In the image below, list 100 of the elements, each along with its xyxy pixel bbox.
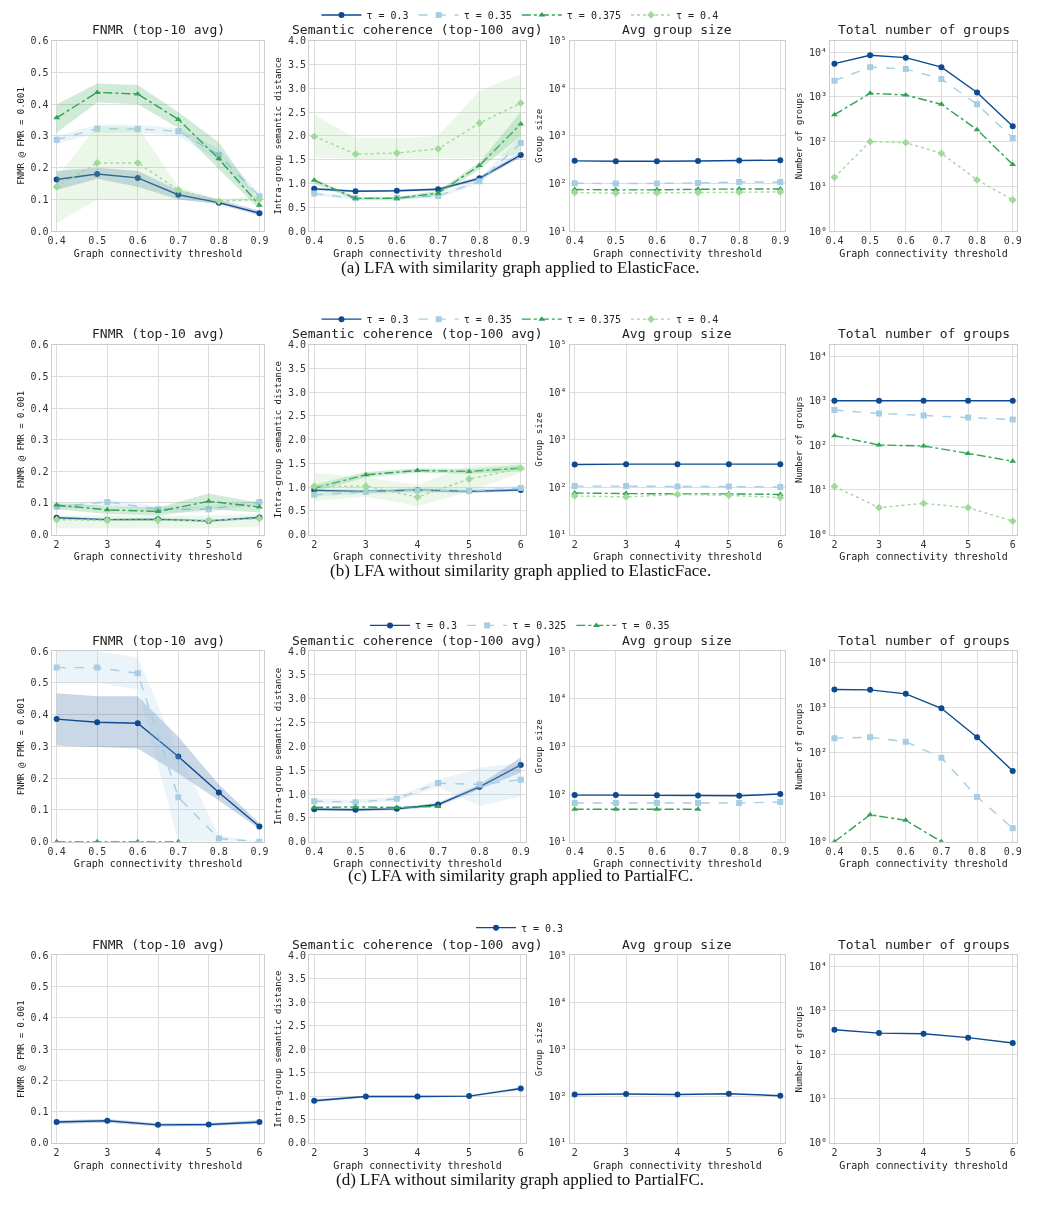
legend-label: τ = 0.35 xyxy=(463,314,512,326)
chart-title: Semantic coherence (top-100 avg) xyxy=(292,22,543,37)
x-tick-label: 0.5 xyxy=(861,235,880,247)
chart-title: Semantic coherence (top-100 avg) xyxy=(292,633,543,648)
x-tick-label: 0.5 xyxy=(88,845,107,857)
x-tick-label: 6 xyxy=(517,538,524,550)
x-tick-label: 0.6 xyxy=(387,235,406,247)
y-tick-label: 2.5 xyxy=(287,106,307,118)
x-tick-label: 4 xyxy=(920,1147,927,1158)
text: (b) LFA without similarity graph applied to ElasticFace. xyxy=(330,561,712,580)
chart-title: Avg group size xyxy=(622,633,732,648)
x-tick-label: 4 xyxy=(674,538,681,550)
y-tick-label: 10⁴ xyxy=(548,386,567,398)
x-tick-label: 0.6 xyxy=(387,845,406,857)
y-tick-label: 10⁵ xyxy=(548,645,567,657)
y-tick-label: 0.4 xyxy=(30,98,49,110)
x-tick-label: 5 xyxy=(205,1147,212,1158)
x-tick-label: 6 xyxy=(256,1147,263,1158)
x-tick-label: 5 xyxy=(466,1147,473,1158)
x-tick-label: 0.8 xyxy=(968,845,987,857)
x-tick-label: 0.9 xyxy=(511,235,530,247)
x-tick-label: 2 xyxy=(53,1147,60,1158)
x-tick-label: 0.8 xyxy=(730,845,749,857)
y-tick-label: 2.0 xyxy=(287,1043,307,1055)
x-tick-label: 5 xyxy=(725,1147,732,1158)
y-tick-label: 4.0 xyxy=(287,949,307,961)
x-tick-label: 0.9 xyxy=(250,845,269,857)
x-tick-label: 6 xyxy=(1009,1147,1016,1158)
x-tick-label: 0.9 xyxy=(1003,235,1022,247)
y-tick-label: 0.5 xyxy=(30,677,49,689)
y-tick-label: 0.3 xyxy=(30,740,49,752)
y-tick-label: 1.5 xyxy=(287,154,307,166)
y-axis-title: Group size xyxy=(533,1022,544,1077)
y-tick-label: 1.0 xyxy=(287,788,307,800)
y-tick-label: 0.5 xyxy=(287,812,307,824)
y-tick-label: 3.0 xyxy=(287,386,307,398)
x-axis-title: Graph connectivity threshold xyxy=(73,858,243,870)
y-tick-label: 4.0 xyxy=(287,35,307,47)
x-tick-label: 0.9 xyxy=(771,845,790,857)
x-tick-label: 0.7 xyxy=(429,845,448,857)
y-axis-title: Group size xyxy=(533,108,544,164)
x-axis-title: Graph connectivity threshold xyxy=(593,551,762,563)
x-tick-label: 6 xyxy=(777,1147,784,1158)
x-tick-label: 4 xyxy=(414,538,421,550)
y-tick-label: 10³ xyxy=(548,1043,567,1055)
x-tick-label: 0.8 xyxy=(470,235,489,247)
x-tick-label: 3 xyxy=(623,538,630,550)
y-tick-label: 10² xyxy=(808,746,827,758)
x-tick-label: 4 xyxy=(414,1147,421,1158)
x-tick-label: 0.8 xyxy=(209,235,228,247)
y-tick-label: 0.2 xyxy=(30,1074,49,1086)
legend-label: τ = 0.4 xyxy=(676,9,719,21)
y-tick-label: 2.5 xyxy=(287,1020,307,1032)
y-axis-title: FNMR @ FMR = 0.001 xyxy=(15,87,26,185)
y-tick-label: 10² xyxy=(548,178,567,190)
x-axis-title: Graph connectivity threshold xyxy=(593,247,762,259)
y-tick-label: 10³ xyxy=(808,701,827,713)
y-axis-title: Intra-group semantic distance xyxy=(273,57,284,215)
x-tick-label: 0.7 xyxy=(169,845,188,857)
x-tick-label: 0.5 xyxy=(346,845,365,857)
y-tick-label: 10¹ xyxy=(548,529,567,541)
y-tick-label: 1.5 xyxy=(287,457,307,469)
y-tick-label: 0.5 xyxy=(287,505,307,517)
x-tick-label: 6 xyxy=(517,1147,524,1158)
legend-label: τ = 0.375 xyxy=(566,9,622,21)
chart-title: FNMR (top-10 avg) xyxy=(92,633,226,648)
y-tick-label: 1.0 xyxy=(287,1090,307,1102)
x-tick-label: 0.7 xyxy=(689,845,708,857)
y-tick-label: 1.5 xyxy=(287,764,307,776)
y-axis-title: Intra-group semantic distance xyxy=(273,361,284,519)
y-tick-label: 0.4 xyxy=(30,402,49,414)
y-tick-label: 0.2 xyxy=(30,772,49,784)
y-tick-label: 0.6 xyxy=(30,949,49,961)
y-tick-label: 10⁴ xyxy=(808,657,827,669)
y-tick-label: 3.5 xyxy=(287,669,307,681)
y-tick-label: 10³ xyxy=(808,395,827,407)
y-tick-label: 0.0 xyxy=(287,225,307,237)
y-tick-label: 0.5 xyxy=(30,66,49,78)
y-tick-label: 10³ xyxy=(808,91,827,103)
legend-label: τ = 0.3 xyxy=(415,620,458,632)
x-tick-label: 6 xyxy=(1009,538,1016,550)
y-tick-label: 0.1 xyxy=(30,1106,49,1118)
y-tick-label: 4.0 xyxy=(287,645,307,657)
y-tick-label: 10⁰ xyxy=(808,836,827,848)
y-axis-title: Number of groups xyxy=(794,703,805,790)
y-tick-label: 2.0 xyxy=(287,130,307,142)
y-tick-label: 10² xyxy=(548,481,567,493)
x-axis-title: Graph connectivity threshold xyxy=(333,551,502,563)
x-tick-label: 0.5 xyxy=(346,235,365,247)
legend-label: τ = 0.4 xyxy=(676,314,719,326)
y-tick-label: 0.4 xyxy=(30,1012,49,1024)
x-tick-label: 0.7 xyxy=(429,235,448,247)
chart-title: Avg group size xyxy=(622,22,732,37)
x-tick-label: 0.5 xyxy=(606,845,625,857)
x-tick-label: 3 xyxy=(875,1147,883,1158)
x-tick-label: 4 xyxy=(920,538,927,550)
x-tick-label: 0.8 xyxy=(470,845,489,857)
y-tick-label: 10¹ xyxy=(808,1093,827,1105)
y-tick-label: 10³ xyxy=(548,740,567,752)
x-axis-title: Graph connectivity threshold xyxy=(73,247,243,259)
